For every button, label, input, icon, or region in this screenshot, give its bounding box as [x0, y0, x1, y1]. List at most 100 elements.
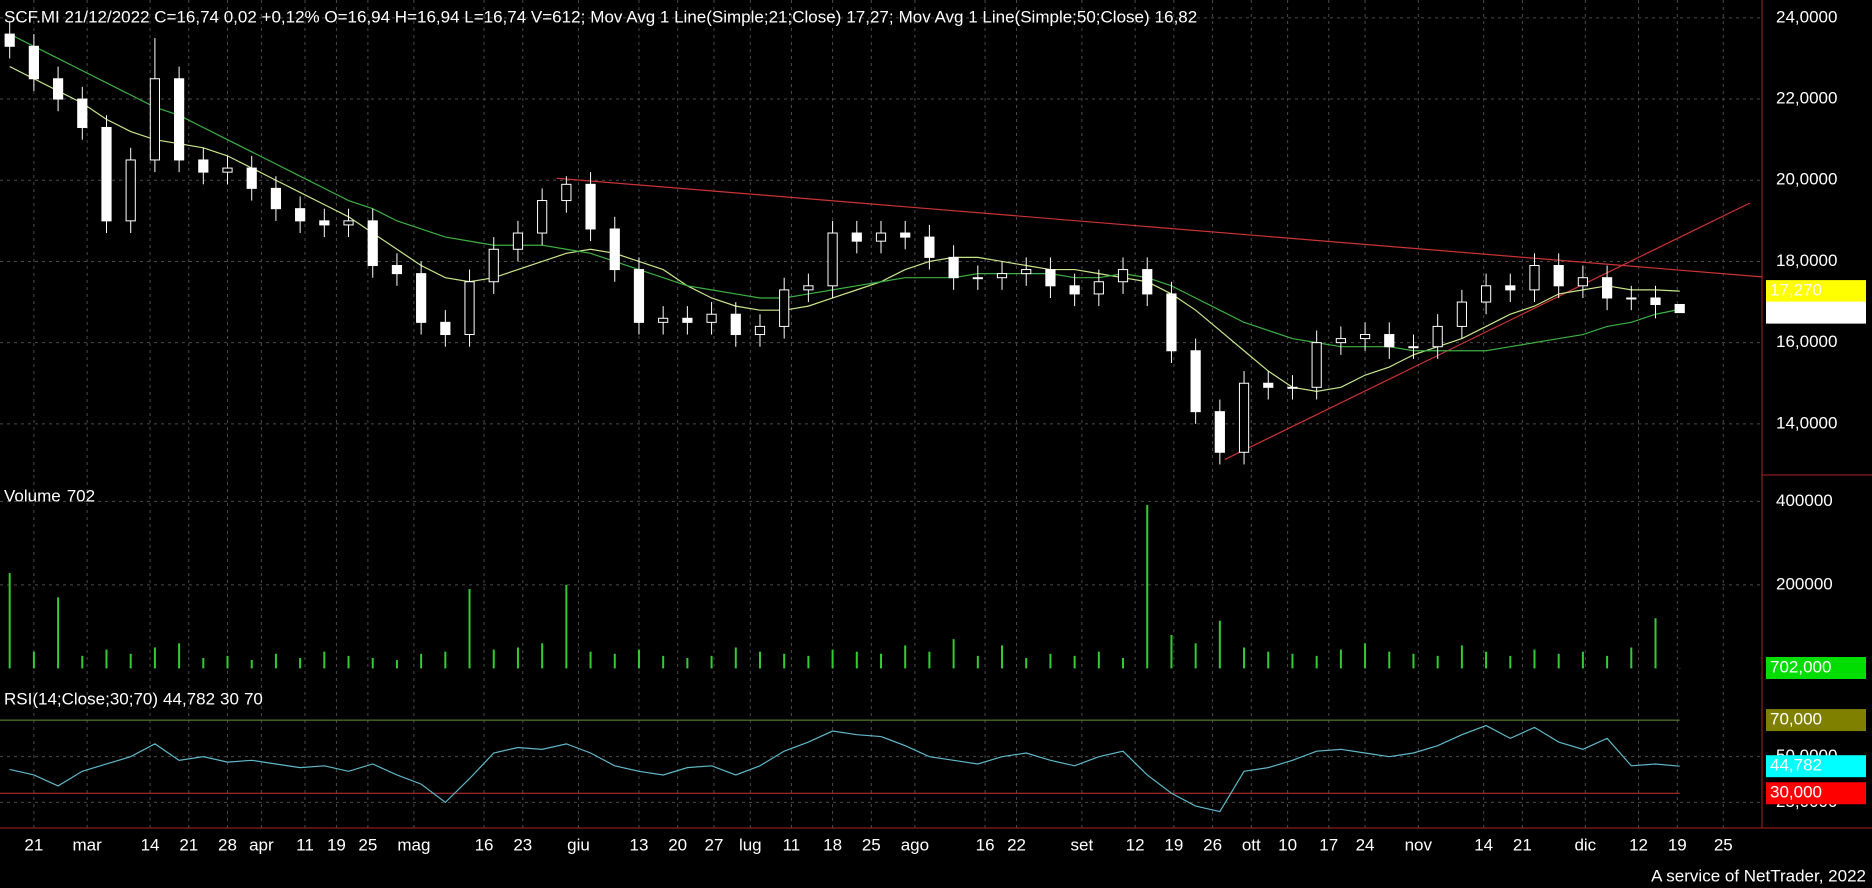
candle-body: [1408, 346, 1419, 349]
x-tick-label: 22: [1007, 835, 1026, 854]
x-tick-label: 25: [862, 835, 881, 854]
x-tick-label: ago: [901, 835, 929, 854]
volume-bar: [1001, 645, 1004, 669]
candle-body: [827, 232, 838, 287]
volume-bar: [952, 639, 955, 669]
candle-body: [1190, 350, 1201, 413]
volume-bar: [274, 653, 277, 669]
candle-body: [1553, 265, 1564, 287]
value-box: [1766, 301, 1866, 324]
x-tick-label: 12: [1629, 835, 1648, 854]
candle-body: [948, 256, 959, 279]
volume-bar: [202, 657, 205, 669]
candle-body: [875, 232, 887, 242]
x-tick-label: giu: [567, 835, 590, 854]
volume-bar: [1267, 651, 1270, 669]
candle-body: [1650, 297, 1661, 305]
value-box-label: 702,000: [1770, 657, 1831, 676]
candle-body: [1674, 303, 1685, 314]
candle-body: [174, 78, 185, 161]
candle-body: [1456, 301, 1467, 327]
volume-bar: [807, 655, 810, 669]
volume-bar: [1243, 647, 1246, 669]
legend-text: 702: [67, 486, 95, 505]
candle-body: [924, 236, 935, 258]
volume-bar: [178, 643, 181, 669]
x-tick-label: 16: [475, 835, 494, 854]
candle-body: [246, 167, 257, 189]
volume-bar: [710, 655, 713, 669]
moving-average: [9, 33, 1680, 352]
value-box: [1766, 709, 1866, 732]
volume-bar: [1533, 649, 1536, 669]
legend-text: 30: [220, 689, 239, 708]
volume-bar: [783, 653, 786, 669]
legend-text: 44,782: [163, 689, 215, 708]
x-tick-label: 17: [1319, 835, 1338, 854]
volume-bar: [1146, 505, 1149, 669]
x-tick-label: 10: [1278, 835, 1297, 854]
legend-text: ;: [889, 7, 894, 26]
x-tick-label: 21: [24, 835, 43, 854]
volume-bar: [1291, 653, 1294, 669]
candle-body: [779, 289, 790, 327]
volume-bar: [299, 657, 302, 669]
volume-bar: [686, 657, 689, 669]
volume-bar: [323, 651, 326, 669]
x-tick-label: 21: [179, 835, 198, 854]
candle-body: [900, 232, 911, 238]
candle-body: [706, 313, 717, 323]
candle-body: [851, 232, 862, 242]
candle-body: [512, 232, 524, 250]
candle-body: [585, 183, 596, 230]
y-tick-label: 24,0000: [1776, 7, 1837, 26]
volume-bar: [1122, 657, 1125, 669]
value-box: [1766, 280, 1866, 303]
candle-body: [754, 325, 766, 336]
volume-bar: [81, 655, 84, 669]
volume-bar: [8, 573, 11, 669]
x-tick-label: 11: [296, 835, 314, 854]
volume-bar: [226, 655, 229, 669]
x-tick-label: mag: [397, 835, 430, 854]
x-tick-label: 23: [513, 835, 532, 854]
volume-bar: [904, 645, 907, 669]
legend-text: 16,82: [1155, 7, 1198, 26]
value-box: [1766, 782, 1866, 805]
candle-body: [1311, 342, 1322, 388]
candle-body: [1166, 293, 1177, 352]
value-box-label: 70,000: [1770, 710, 1822, 729]
candle-body: [658, 317, 669, 323]
candle-body: [77, 98, 88, 128]
value-box-label: 16,7400: [1770, 302, 1831, 321]
volume-bar: [1025, 657, 1028, 669]
x-tick-label: 13: [630, 835, 649, 854]
volume-bar: [880, 653, 882, 669]
candle-body: [28, 45, 39, 80]
volume-bar: [468, 589, 471, 669]
legend-text: 70: [244, 689, 263, 708]
moving-average: [9, 66, 1680, 392]
candle-body: [125, 159, 136, 222]
volume-bar: [1509, 655, 1512, 669]
candle-body: [1384, 334, 1395, 348]
candle-body: [633, 269, 645, 323]
candle-body: [440, 321, 451, 336]
volume-bar: [250, 660, 253, 669]
volume-bar: [129, 653, 132, 669]
y-tick-label: 18,0000: [1776, 251, 1837, 270]
y-tick-label: 20,0000: [1776, 170, 1837, 189]
volume-bar: [57, 597, 60, 669]
x-tick-label: lug: [739, 835, 762, 854]
volume-bar: [371, 657, 374, 669]
x-tick-label: 25: [358, 835, 377, 854]
volume-bar: [976, 655, 979, 669]
value-box: [1766, 657, 1866, 679]
candle-body: [222, 167, 233, 173]
x-tick-label: 24: [1356, 835, 1375, 854]
legend-text: Mov Avg 1 Line(Simple;21;Close): [590, 7, 841, 26]
x-tick-label: apr: [249, 835, 274, 854]
candle-body: [1093, 281, 1104, 295]
